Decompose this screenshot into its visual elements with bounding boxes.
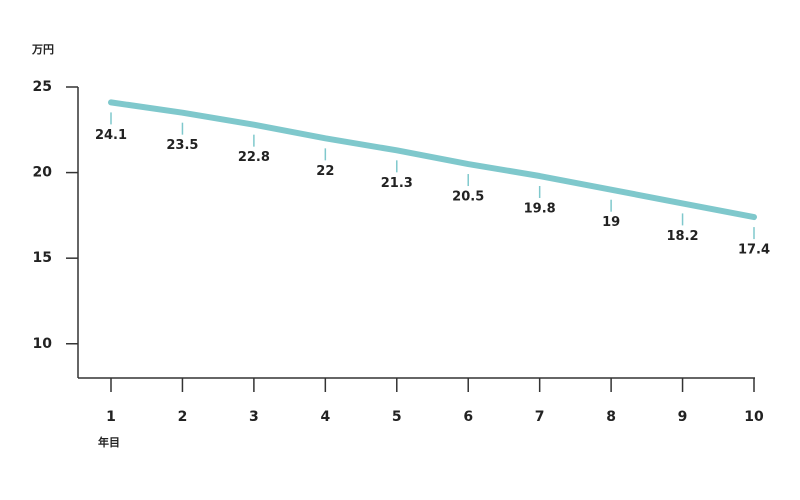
data-label: 19 <box>602 215 620 230</box>
x-tick-label: 4 <box>320 409 330 425</box>
x-tick-label: 1 <box>106 409 116 425</box>
data-label: 22 <box>316 164 334 179</box>
data-label: 24.1 <box>95 128 127 143</box>
x-tick-label: 8 <box>606 409 616 425</box>
y-tick-label: 25 <box>33 79 52 95</box>
x-tick-label: 3 <box>249 409 259 425</box>
data-label: 21.3 <box>381 176 413 191</box>
data-label: 18.2 <box>667 229 699 244</box>
x-axis-label: 年目 <box>98 435 120 449</box>
y-tick-label: 15 <box>33 250 52 266</box>
x-tick-label: 7 <box>535 409 545 425</box>
y-tick-label: 20 <box>33 165 53 181</box>
x-tick-label: 6 <box>463 409 473 425</box>
data-label: 19.8 <box>524 202 556 217</box>
x-tick-label: 10 <box>744 409 764 425</box>
data-label: 20.5 <box>452 190 484 205</box>
x-tick-label: 9 <box>678 409 688 425</box>
x-tick-label: 2 <box>178 409 188 425</box>
y-tick-label: 10 <box>33 336 53 352</box>
data-label: 22.8 <box>238 150 270 165</box>
data-label: 23.5 <box>166 138 198 153</box>
x-tick-label: 5 <box>392 409 402 425</box>
line <box>108 99 757 221</box>
y-unit: 万円 <box>31 43 54 56</box>
data-label: 17.4 <box>738 243 770 258</box>
